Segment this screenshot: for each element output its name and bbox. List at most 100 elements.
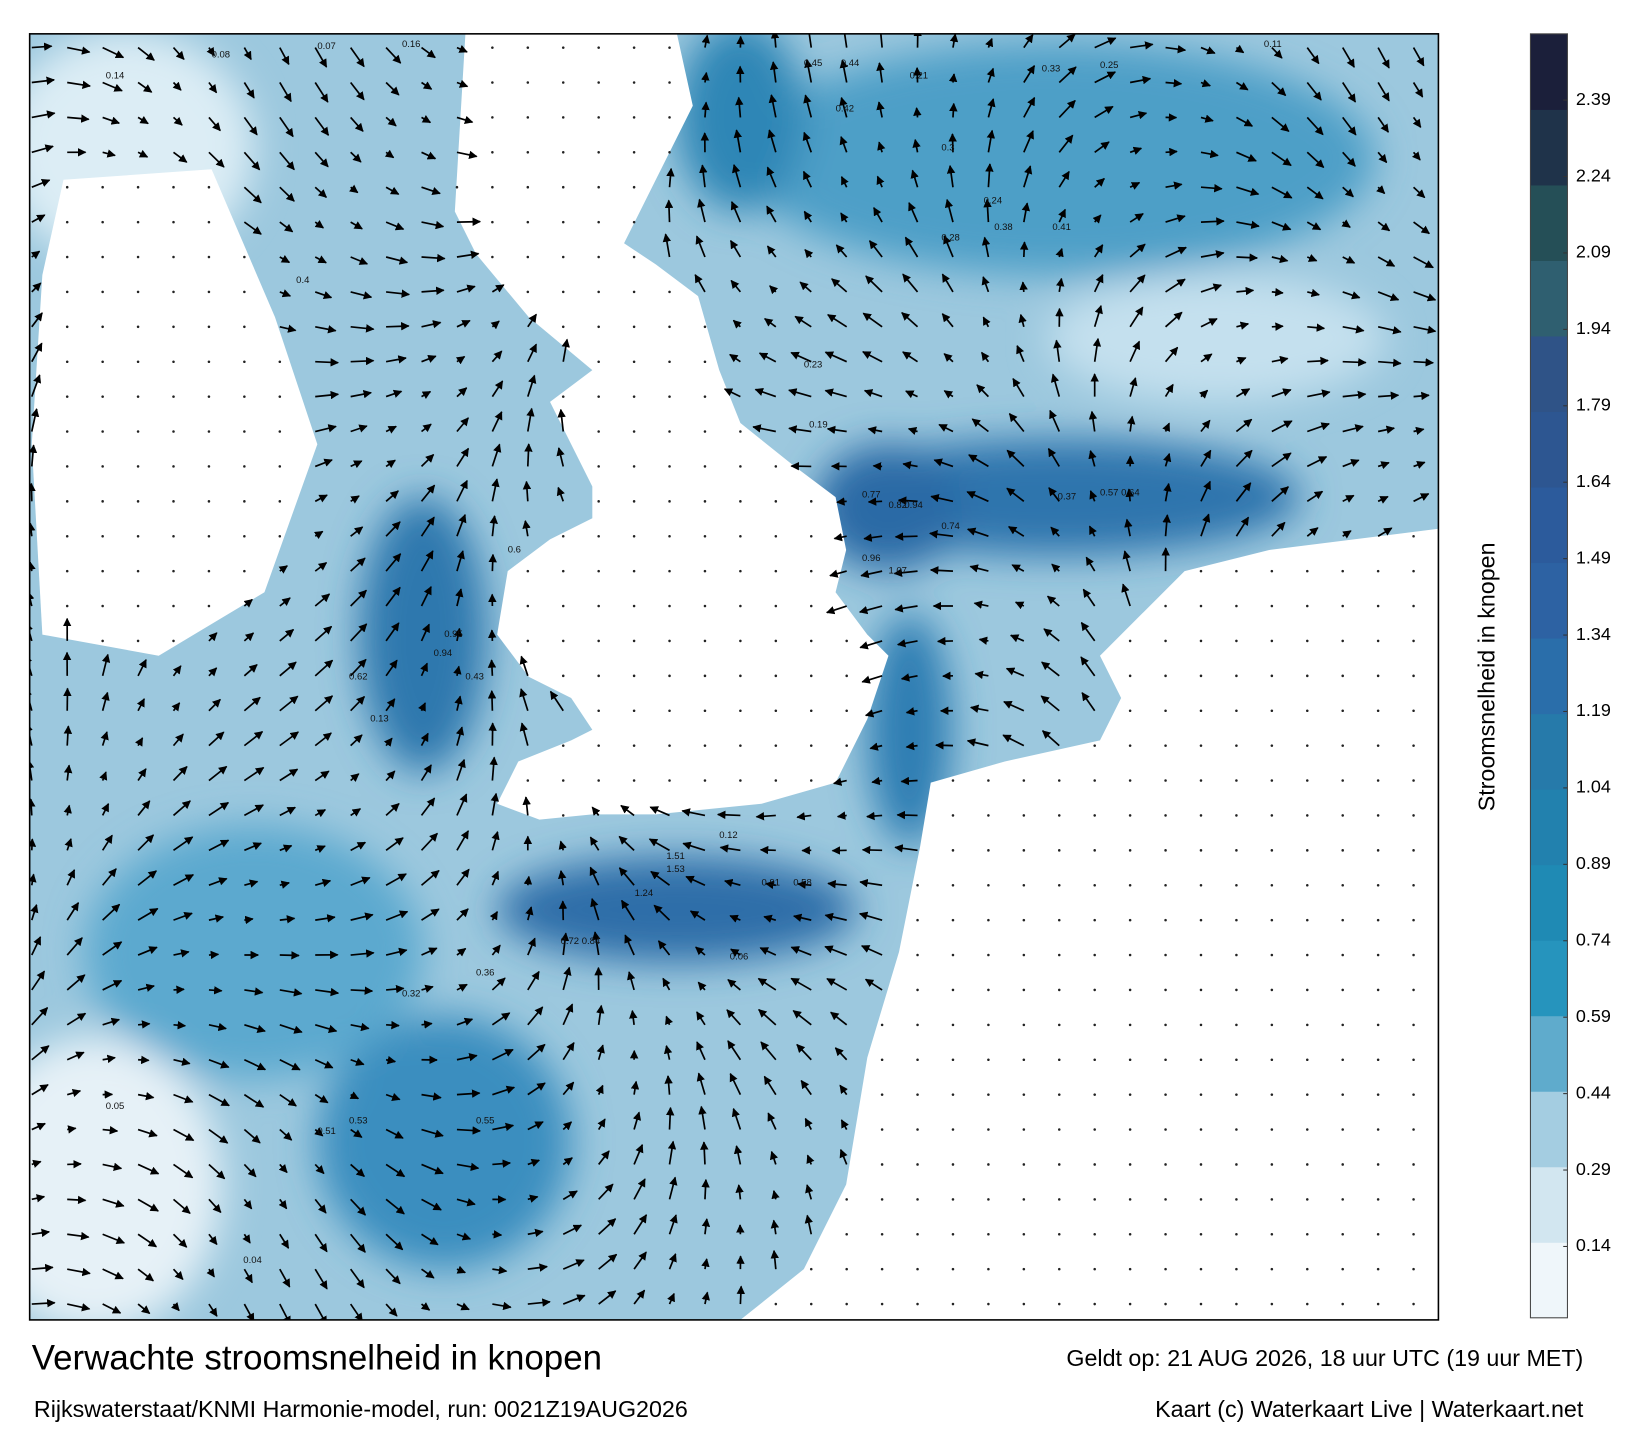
current-arrow — [562, 966, 572, 991]
current-arrow — [314, 116, 330, 136]
current-arrow — [350, 324, 375, 333]
current-arrow — [562, 1224, 583, 1236]
speed-label: 0.19 — [809, 420, 828, 431]
current-arrow — [804, 249, 814, 259]
current-arrow — [769, 1150, 778, 1165]
current-arrow — [421, 1020, 433, 1029]
current-arrow — [1306, 253, 1318, 262]
current-arrow — [1019, 281, 1028, 292]
current-arrow — [1376, 185, 1386, 195]
grid-dot — [739, 465, 742, 468]
current-arrow — [1306, 186, 1324, 200]
current-arrow — [1200, 184, 1223, 193]
grid-dot — [809, 709, 813, 712]
grid-dot — [1376, 779, 1380, 782]
grid-dot — [1376, 1267, 1380, 1271]
current-arrow — [968, 454, 989, 468]
current-arrow — [456, 284, 476, 293]
grid-dot — [597, 220, 600, 224]
current-arrow — [519, 722, 529, 746]
grid-dot — [1057, 883, 1061, 887]
current-arrow — [314, 47, 328, 68]
current-arrow — [279, 1233, 290, 1249]
grid-dot — [491, 151, 494, 154]
grid-dot — [916, 1023, 919, 1027]
grid-dot — [101, 360, 104, 363]
grid-dot — [1235, 604, 1238, 608]
grid-dot — [526, 185, 530, 189]
grid-dot — [703, 360, 707, 363]
grid-dot — [987, 779, 990, 782]
current-arrow — [314, 1058, 334, 1069]
current-arrow — [1047, 447, 1060, 467]
current-arrow — [1271, 486, 1289, 502]
current-arrow — [1413, 391, 1430, 401]
current-arrow — [456, 417, 469, 433]
grid-dot — [1164, 814, 1167, 817]
grid-dot — [597, 395, 600, 398]
current-arrow — [385, 256, 409, 265]
grid-dot — [987, 988, 990, 992]
current-arrow — [385, 910, 409, 921]
current-arrow — [66, 869, 76, 886]
current-arrow — [549, 690, 564, 712]
current-arrow — [1342, 116, 1357, 136]
current-arrow — [1085, 556, 1096, 572]
grid-dot — [65, 534, 69, 538]
grid-dot — [1341, 1198, 1344, 1201]
grid-dot — [491, 81, 494, 84]
grid-dot — [1128, 1302, 1132, 1306]
grid-dot — [1270, 1128, 1274, 1131]
current-arrow — [689, 910, 706, 921]
current-arrow — [827, 879, 847, 889]
current-arrow — [172, 665, 182, 677]
current-arrow — [766, 205, 777, 223]
current-arrow — [863, 533, 883, 542]
current-arrow — [421, 354, 437, 363]
current-arrow — [764, 317, 777, 328]
grid-dot — [1057, 1058, 1061, 1062]
current-arrow — [173, 985, 185, 994]
grid-dot — [1164, 709, 1167, 712]
current-arrow — [527, 313, 538, 328]
current-arrow — [1008, 412, 1025, 433]
grid-dot — [136, 325, 140, 329]
current-arrow — [101, 802, 110, 816]
grid-dot — [1376, 814, 1380, 817]
current-arrow — [682, 841, 706, 852]
current-arrow — [796, 1043, 812, 1061]
grid-dot — [1235, 918, 1238, 922]
current-arrow — [1234, 44, 1245, 54]
current-arrow — [893, 568, 918, 577]
grid-dot — [1199, 604, 1203, 608]
grid-dot — [1376, 1163, 1380, 1166]
current-arrow — [949, 33, 959, 48]
current-arrow — [1413, 291, 1437, 302]
grid-dot — [845, 1302, 848, 1306]
grid-dot — [1164, 604, 1167, 608]
current-arrow — [527, 1121, 544, 1131]
current-arrow — [243, 696, 261, 712]
grid-dot — [1306, 883, 1309, 887]
grid-dot — [65, 360, 69, 363]
current-arrow — [208, 950, 220, 960]
speed-label: 0.16 — [402, 39, 421, 50]
grid-dot — [1128, 674, 1132, 678]
current-arrow — [487, 690, 497, 711]
current-arrow — [877, 141, 886, 153]
speed-label: 0.13 — [370, 714, 389, 725]
current-arrow — [1413, 426, 1425, 436]
grid-dot — [1341, 604, 1344, 608]
grid-dot — [243, 500, 246, 503]
current-arrow — [1412, 116, 1422, 128]
current-arrow — [1048, 487, 1060, 502]
current-arrow — [1377, 256, 1396, 267]
color-band — [1530, 335, 1568, 413]
current-arrow — [63, 804, 72, 816]
current-arrow — [1163, 452, 1172, 467]
grid-dot — [561, 395, 565, 398]
current-arrow — [1023, 65, 1036, 83]
grid-dot — [1128, 1198, 1132, 1201]
grid-dot — [1270, 1198, 1274, 1201]
current-arrow — [1129, 243, 1146, 258]
